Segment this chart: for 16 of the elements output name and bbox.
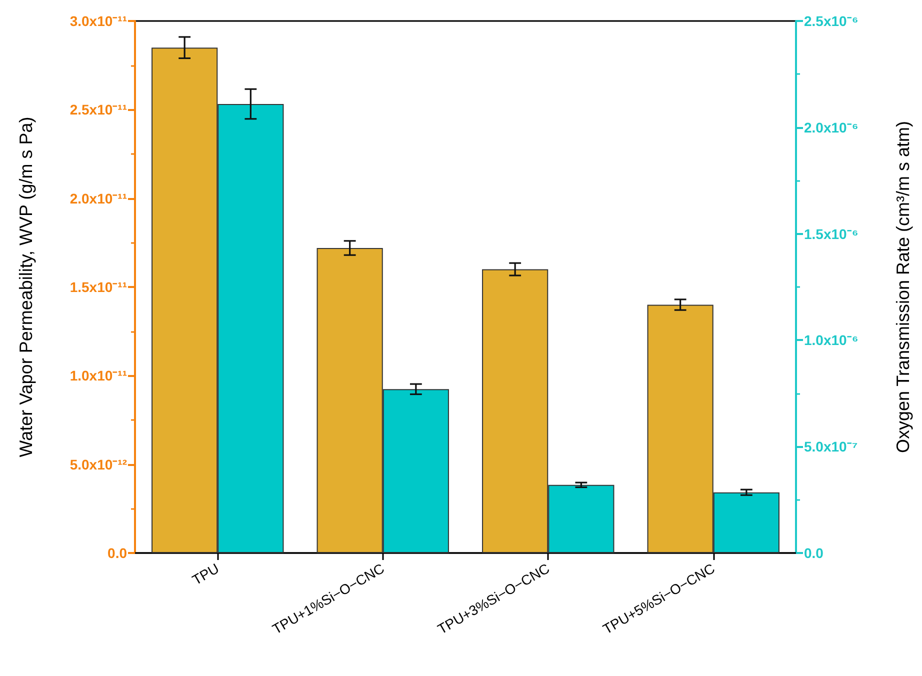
x-tick-label: TPU [189,560,222,588]
y-tick-label: 3.0x10⁻¹¹ [70,13,128,29]
y2-tick-label: 2.5x10⁻⁶ [804,13,858,29]
y2-axis-title: Oxygen Transmission Rate (cm³/m s atm) [893,120,913,454]
y-tick-label: 1.0x10⁻¹¹ [70,368,128,384]
y2-tick-label: 2.0x10⁻⁶ [804,119,858,136]
y-tick-label: 0.0 [108,545,128,561]
y-tick-label: 2.0x10⁻¹¹ [70,190,128,206]
y2-tick-label: 1.0x10⁻⁶ [804,332,858,348]
y-axis-title: Water Vapor Permeability, WVP (g/m s Pa) [16,116,36,458]
y2-tick-label: 0.0 [804,545,824,561]
y2-tick-label: 5.0x10⁻⁷ [804,438,858,455]
y-tick-label: 5.0x10⁻¹² [70,456,128,472]
y-tick-label: 1.5x10⁻¹¹ [70,279,128,295]
y-tick-label: 2.5x10⁻¹¹ [70,102,128,118]
y2-tick-label: 1.5x10⁻⁶ [804,226,858,242]
